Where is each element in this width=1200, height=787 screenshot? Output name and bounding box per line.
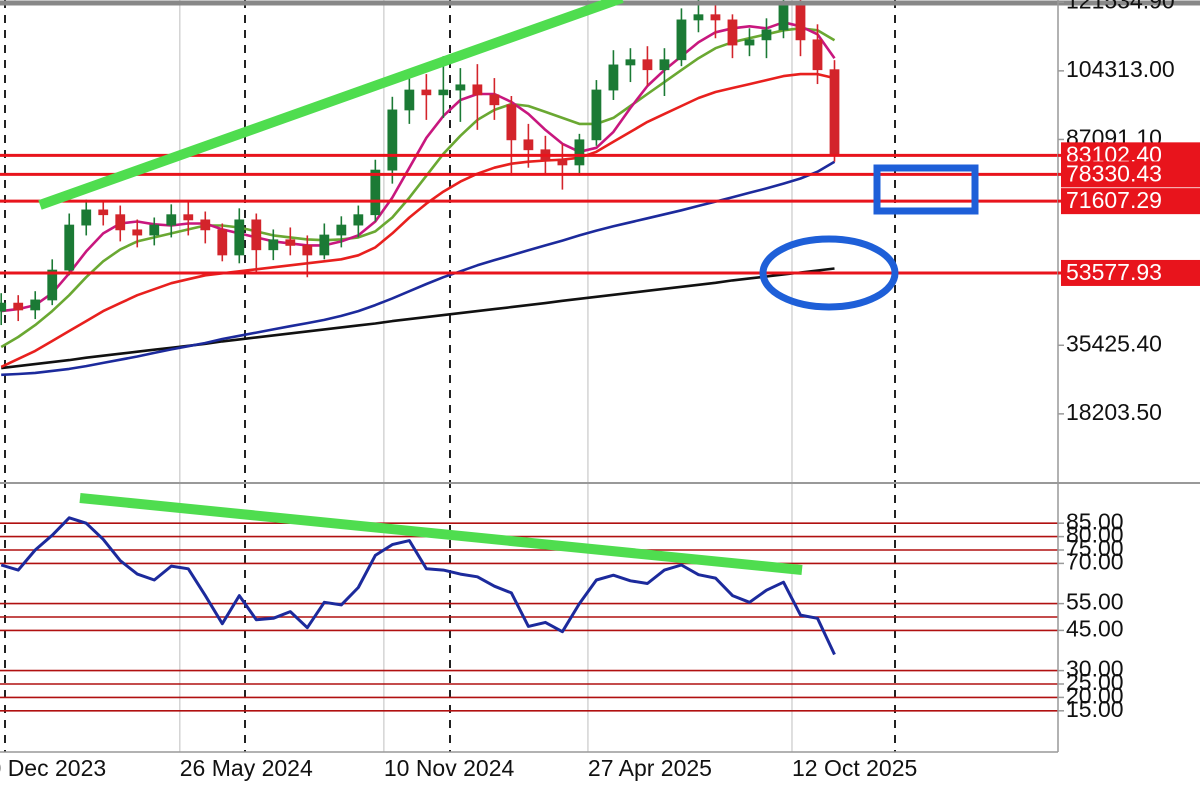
line (0, 27, 836, 349)
y-tick-label: 121534.90 (1066, 0, 1175, 13)
level-label-box (1061, 259, 1200, 286)
candle-body (591, 89, 602, 141)
candle-body (438, 89, 449, 96)
candle-body (217, 229, 228, 256)
trend-line (79, 493, 803, 575)
candle-body (506, 104, 517, 141)
candle-body (387, 109, 398, 171)
candle-body (489, 94, 500, 106)
candle-body (115, 214, 126, 231)
line (1, 267, 835, 370)
annotations (38, 0, 979, 575)
y-tick-label: 15.00 (1066, 696, 1124, 722)
candle-body (761, 29, 772, 41)
candle-body (234, 219, 245, 256)
candle-body (302, 244, 313, 256)
x-tick-label: 27 Apr 2025 (588, 755, 712, 781)
y-tick-label: 25.00 (1066, 669, 1124, 695)
level-label: 71607.29 (1066, 187, 1162, 213)
grid (179, 0, 793, 752)
candle-body (268, 239, 279, 251)
x-tick-label: 10 Nov 2024 (384, 755, 515, 781)
candle-body (81, 209, 92, 226)
y-tick-label: 85.00 (1066, 508, 1124, 534)
candle-body (251, 219, 262, 251)
level-label: 53577.93 (1066, 259, 1162, 285)
candle-body (727, 19, 738, 46)
highlight-ellipse (759, 235, 899, 311)
y-tick-label: 104313.00 (1066, 56, 1175, 82)
candle-body (98, 209, 109, 216)
candle-body (676, 19, 687, 61)
candle-body (319, 234, 330, 256)
candle-body (421, 89, 432, 96)
candle-body (47, 269, 58, 301)
candle-body (149, 224, 160, 236)
price-pane (0, 0, 1058, 377)
candle-body (64, 224, 75, 271)
line (0, 72, 835, 369)
candle-body (455, 84, 466, 91)
y-tick-label: 55.00 (1066, 589, 1124, 615)
candle-body (0, 302, 7, 312)
candle-body (472, 84, 483, 96)
candle-body (132, 229, 143, 236)
candle-body (370, 169, 381, 216)
y-tick-label: 70.00 (1066, 548, 1124, 574)
candle-body (778, 4, 789, 31)
candle-body (285, 239, 296, 246)
x-tick-label: 26 May 2024 (180, 755, 313, 781)
candle-body (523, 139, 534, 151)
candle-body (710, 14, 721, 21)
candle-body (13, 302, 24, 311)
candle-body (183, 214, 194, 221)
period-separators (4, 0, 896, 752)
y-tick-label: 75.00 (1066, 535, 1124, 561)
candle-body (693, 14, 704, 21)
y-tick-label: 45.00 (1066, 615, 1124, 641)
candle-body (166, 214, 177, 226)
candle-body (557, 159, 568, 166)
y-tick-label: 35425.40 (1066, 330, 1162, 356)
candle-body (795, 4, 806, 41)
candle-body (404, 89, 415, 111)
line (1, 21, 836, 313)
candle-body (608, 64, 619, 91)
y-tick-label: 20.00 (1066, 682, 1124, 708)
level-label: 78330.43 (1066, 160, 1162, 186)
level-label-box (1061, 161, 1200, 188)
x-tick-label: 10 Dec 2023 (0, 755, 106, 781)
highlight-box (873, 164, 979, 215)
y-tick-label: 18203.50 (1066, 399, 1162, 425)
candle-body (30, 299, 41, 311)
y-tick-label: 30.00 (1066, 656, 1124, 682)
rsi-pane (0, 516, 1058, 712)
candle-body (336, 224, 347, 236)
candle-body (659, 59, 670, 71)
candle-body (642, 59, 653, 71)
trend-line (38, 0, 624, 210)
candle-body (829, 69, 840, 156)
candle-body (574, 139, 585, 166)
candle-body (625, 59, 636, 66)
candle-body (200, 219, 211, 231)
candle-body (353, 214, 364, 226)
candle-body (744, 39, 755, 46)
x-tick-label: 12 Oct 2025 (792, 755, 917, 781)
level-label-box (1061, 188, 1200, 215)
y-tick-label: 80.00 (1066, 522, 1124, 548)
line (1, 160, 836, 377)
candle-body (812, 39, 823, 71)
line (0, 516, 836, 656)
